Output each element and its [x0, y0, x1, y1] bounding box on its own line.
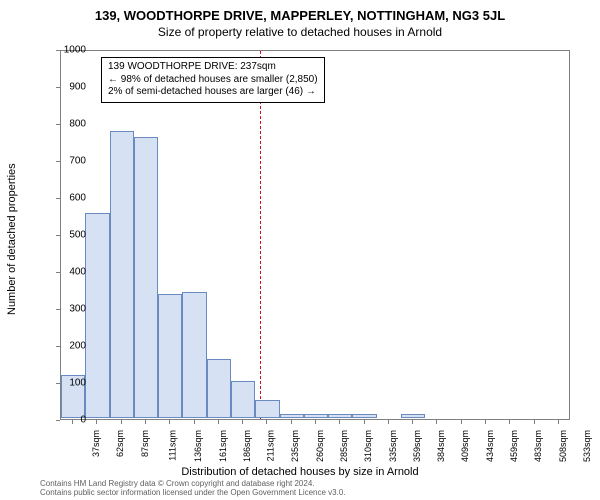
x-tick — [169, 420, 170, 424]
x-tick-label: 483sqm — [533, 430, 543, 462]
x-tick — [364, 420, 365, 424]
histogram-bar — [182, 292, 206, 418]
y-tick-label: 400 — [69, 267, 86, 278]
x-axis-label: Distribution of detached houses by size … — [0, 466, 600, 478]
y-tick — [56, 309, 60, 310]
y-tick — [56, 346, 60, 347]
x-tick-label: 508sqm — [558, 430, 568, 462]
histogram-bar — [352, 414, 376, 418]
x-tick-label: 310sqm — [363, 430, 373, 462]
x-tick-label: 62sqm — [115, 430, 125, 457]
y-tick-label: 100 — [69, 378, 86, 389]
x-tick — [121, 420, 122, 424]
chart-title: 139, WOODTHORPE DRIVE, MAPPERLEY, NOTTIN… — [0, 0, 600, 23]
y-tick — [56, 87, 60, 88]
x-tick-label: 260sqm — [315, 430, 325, 462]
x-tick — [291, 420, 292, 424]
x-tick — [218, 420, 219, 424]
x-tick — [96, 420, 97, 424]
y-tick — [56, 161, 60, 162]
x-tick — [388, 420, 389, 424]
footer-attribution: Contains HM Land Registry data © Crown c… — [40, 479, 346, 498]
x-tick — [339, 420, 340, 424]
x-tick-label: 459sqm — [509, 430, 519, 462]
x-tick — [242, 420, 243, 424]
x-tick — [412, 420, 413, 424]
histogram-bar — [280, 414, 304, 418]
y-tick-label: 500 — [69, 230, 86, 241]
x-tick-label: 87sqm — [140, 430, 150, 457]
histogram-bar — [134, 137, 158, 418]
x-tick — [315, 420, 316, 424]
y-tick-label: 300 — [69, 304, 86, 315]
x-tick-label: 211sqm — [266, 430, 276, 461]
x-tick — [461, 420, 462, 424]
x-tick-label: 359sqm — [412, 430, 422, 462]
x-tick-label: 186sqm — [242, 430, 252, 462]
y-tick — [56, 124, 60, 125]
histogram-bar — [231, 381, 255, 418]
histogram-bar — [328, 414, 352, 418]
chart-container: 139, WOODTHORPE DRIVE, MAPPERLEY, NOTTIN… — [0, 0, 600, 500]
y-tick — [56, 198, 60, 199]
x-tick — [485, 420, 486, 424]
y-tick-label: 0 — [80, 415, 86, 426]
x-tick-label: 285sqm — [339, 430, 349, 462]
annotation-line-1: 139 WOODTHORPE DRIVE: 237sqm — [108, 61, 318, 74]
annotation-box: 139 WOODTHORPE DRIVE: 237sqm ← 98% of de… — [101, 57, 325, 103]
histogram-bar — [401, 414, 425, 418]
x-tick — [72, 420, 73, 424]
y-tick-label: 700 — [69, 156, 86, 167]
x-tick — [558, 420, 559, 424]
x-tick — [266, 420, 267, 424]
x-tick-label: 335sqm — [388, 430, 398, 462]
x-tick-label: 434sqm — [485, 430, 495, 462]
y-tick-label: 1000 — [64, 45, 86, 56]
y-tick-label: 600 — [69, 193, 86, 204]
y-tick-label: 800 — [69, 119, 86, 130]
x-tick — [436, 420, 437, 424]
x-tick — [145, 420, 146, 424]
footer-line-1: Contains HM Land Registry data © Crown c… — [40, 479, 346, 489]
histogram-bar — [255, 400, 279, 419]
annotation-line-2: ← 98% of detached houses are smaller (2,… — [108, 74, 318, 87]
histogram-bar — [304, 414, 328, 418]
plot-area: 139 WOODTHORPE DRIVE: 237sqm ← 98% of de… — [60, 50, 570, 420]
x-tick — [534, 420, 535, 424]
histogram-bar — [85, 213, 109, 418]
x-tick-label: 409sqm — [460, 430, 470, 462]
y-tick-label: 200 — [69, 341, 86, 352]
annotation-line-3: 2% of semi-detached houses are larger (4… — [108, 86, 318, 99]
histogram-bar — [207, 359, 231, 418]
y-tick — [56, 50, 60, 51]
y-axis-label: Number of detached properties — [6, 163, 18, 315]
x-tick-label: 161sqm — [218, 430, 228, 462]
x-tick-label: 136sqm — [193, 430, 203, 462]
x-tick-label: 111sqm — [168, 430, 178, 461]
x-tick — [509, 420, 510, 424]
y-tick — [56, 420, 60, 421]
x-tick-label: 533sqm — [582, 430, 592, 462]
histogram-bar — [110, 131, 134, 418]
reference-line — [260, 51, 261, 419]
y-tick — [56, 383, 60, 384]
x-tick-label: 37sqm — [91, 430, 101, 457]
footer-line-2: Contains public sector information licen… — [40, 488, 346, 498]
x-tick-label: 384sqm — [436, 430, 446, 462]
x-tick-label: 235sqm — [290, 430, 300, 462]
histogram-bar — [158, 294, 182, 418]
y-tick-label: 900 — [69, 82, 86, 93]
x-tick — [194, 420, 195, 424]
y-tick — [56, 235, 60, 236]
y-tick — [56, 272, 60, 273]
chart-subtitle: Size of property relative to detached ho… — [0, 23, 600, 39]
